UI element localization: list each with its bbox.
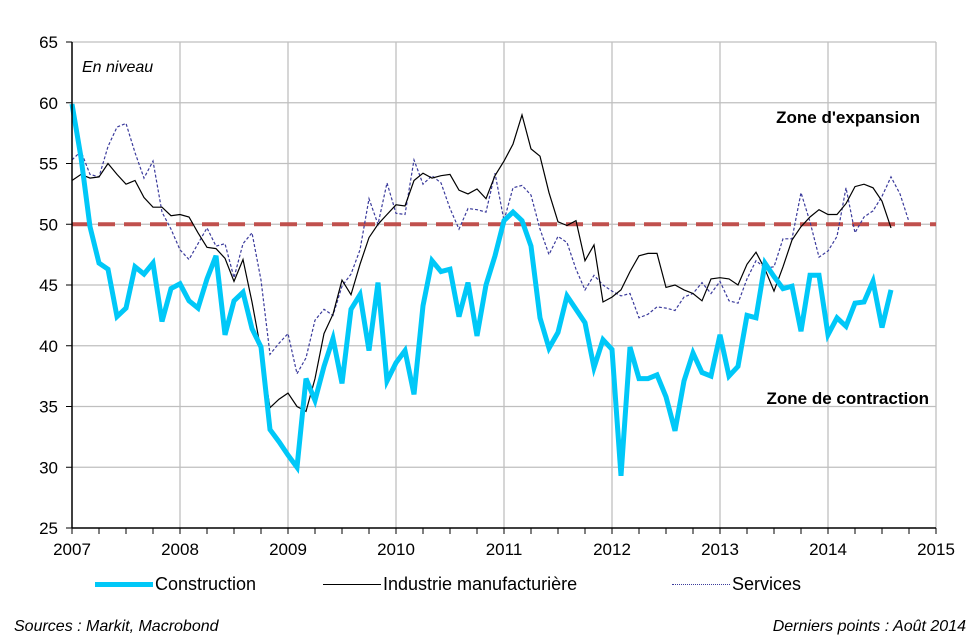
x-tick-label: 2007 [53, 540, 91, 559]
series-line-industrie [71, 112, 892, 413]
y-tick-label: 40 [39, 337, 58, 356]
x-tick-label: 2014 [809, 540, 847, 559]
y-tick-label: 60 [39, 94, 58, 113]
legend-swatch-industrie [323, 584, 381, 585]
x-tick-label: 2013 [701, 540, 739, 559]
y-tick-label: 50 [39, 215, 58, 234]
series-lines [69, 103, 910, 476]
legend-item-construction: Construction [95, 574, 256, 595]
footer-sources: Sources : Markit, Macrobond [14, 618, 219, 635]
y-tick-label: 45 [39, 276, 58, 295]
legend-swatch-services [672, 584, 730, 585]
footer-last-points: Derniers points : Août 2014 [772, 618, 966, 635]
legend-label-construction: Construction [155, 574, 257, 594]
x-tick-label: 2009 [269, 540, 307, 559]
chart-svg: 25 30 35 40 45 50 55 60 65 2007 2008 2009 2010 2011 20… [39, 33, 955, 559]
legend-item-services: Services [672, 574, 801, 595]
legend-label-industrie: Industrie manufacturière [383, 574, 578, 594]
annotation-zone-contraction: Zone de contraction [767, 389, 929, 408]
axes [66, 41, 937, 534]
x-tick-label: 2010 [377, 540, 415, 559]
legend-swatch-construction [95, 582, 153, 587]
series-line-services [71, 122, 910, 376]
x-tick-label: 2015 [917, 540, 955, 559]
y-tick-label: 30 [39, 458, 58, 477]
y-tick-label: 25 [39, 519, 58, 538]
tick-labels: 25 30 35 40 45 50 55 60 65 2007 2008 2009 2010 2011 20… [39, 33, 955, 559]
y-tick-label: 65 [39, 33, 58, 52]
legend-item-industrie: Industrie manufacturière [323, 574, 577, 595]
x-tick-label: 2011 [486, 540, 523, 559]
x-tick-label: 2008 [161, 540, 199, 559]
x-tick-label: 2012 [593, 540, 631, 559]
legend: Construction Industrie manufacturière Se… [0, 574, 980, 598]
annotation-zone-expansion: Zone d'expansion [776, 108, 920, 127]
y-tick-label: 35 [39, 398, 58, 417]
y-tick-label: 55 [39, 155, 58, 174]
legend-label-services: Services [732, 574, 802, 594]
annotation-en-niveau: En niveau [82, 59, 153, 76]
series-line-construction [69, 103, 894, 476]
